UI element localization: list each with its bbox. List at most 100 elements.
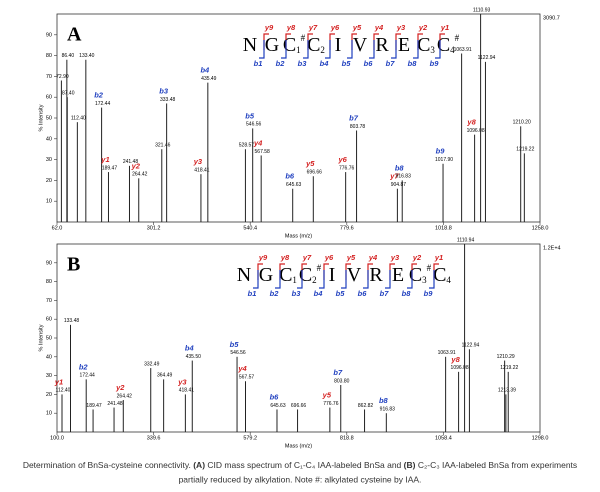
y-tick-label: 50 — [46, 115, 52, 121]
peak-label: 1122.94 — [462, 343, 480, 349]
residue-letter: G — [265, 34, 279, 56]
peak-label: 72.90 — [56, 74, 69, 80]
residue-sub: 1 — [296, 45, 301, 55]
x-tick-label: 1258.0 — [532, 225, 549, 231]
ion-label: b7 — [333, 368, 343, 377]
peak-label: 696.66 — [291, 403, 307, 409]
ion-label: y8 — [466, 118, 476, 127]
ion-label: b7 — [349, 113, 359, 122]
b-bracket — [281, 40, 287, 59]
b-ion: b6 — [358, 289, 368, 298]
peak-label: 1096.08 — [467, 128, 485, 134]
residue-letter: R — [369, 264, 383, 286]
residue: E — [392, 264, 404, 286]
b-ion: b7 — [380, 289, 390, 298]
peak-label: 776.76 — [339, 165, 355, 171]
residue: I — [335, 34, 342, 56]
ion-label: b4 — [200, 66, 210, 75]
residue: C3 — [417, 34, 435, 56]
peak-label: 567.57 — [239, 375, 255, 381]
peak-label: 1096.08 — [451, 365, 469, 371]
peak-label: 86.40 — [62, 53, 75, 59]
ion-label: y3 — [193, 157, 203, 166]
peak-label: 435.50 — [186, 354, 202, 360]
y-tick-label: 70 — [46, 298, 52, 304]
peak-label: 172.44 — [95, 101, 111, 107]
peak-label: 364.49 — [157, 373, 173, 379]
y-ion: y4 — [368, 253, 378, 262]
peak-label: 1063.91 — [438, 350, 456, 356]
b-ion: b9 — [424, 289, 434, 298]
peak-label: 133.48 — [64, 318, 80, 324]
y-ion: y1 — [440, 23, 449, 32]
peak-label: 1219.22 — [516, 147, 534, 153]
ion-label: y2 — [131, 161, 141, 170]
y-ion: y3 — [396, 23, 406, 32]
b-bracket — [325, 40, 331, 59]
peak-label: 1213.39 — [498, 388, 516, 394]
residue: N — [243, 34, 257, 56]
y-tick-label: 70 — [46, 74, 52, 80]
residue-letter: G — [259, 264, 273, 286]
b-bracket — [275, 270, 281, 289]
peak-label: 803.78 — [350, 124, 366, 130]
b-ion: b5 — [342, 59, 352, 68]
caption-line: Determination of BnSa-cysteine connectiv… — [23, 460, 577, 470]
peak-label: 567.58 — [255, 149, 271, 155]
ion-label: b5 — [245, 111, 255, 120]
y-tick-label: 30 — [46, 157, 52, 163]
b-ion: b8 — [408, 59, 418, 68]
residue-letter: N — [243, 34, 257, 56]
peak-label: 333.48 — [160, 97, 176, 103]
x-tick-label: 100.0 — [50, 435, 64, 441]
peak-label: 264.42 — [132, 172, 148, 178]
peak-label: 528.57 — [239, 143, 255, 149]
y-ion: y2 — [412, 253, 422, 262]
y-axis-label: % Intensity — [38, 104, 44, 131]
ion-label: b2 — [94, 91, 104, 100]
y-tick-label: 40 — [46, 136, 52, 142]
ion-label: y5 — [305, 159, 315, 168]
residue-letter: C — [307, 34, 320, 56]
y-tick-label: 20 — [46, 392, 52, 398]
residue-sub: 4 — [446, 275, 451, 285]
residue: C4 — [433, 264, 451, 286]
ion-label: y8 — [450, 355, 460, 364]
peak-label: 1210.29 — [497, 354, 515, 360]
y-tick-label: 20 — [46, 178, 52, 184]
residue-letter: C — [417, 34, 430, 56]
y-ion: y8 — [286, 23, 296, 32]
panel-letter: B — [67, 254, 80, 276]
x-tick-label: 339.6 — [147, 435, 161, 441]
y-tick-label: 90 — [46, 32, 52, 38]
caption-text: CID mass spectrum of C₁-C₄ IAA-labeled B… — [205, 460, 404, 470]
ion-label: y2 — [115, 383, 125, 392]
y-tick-label: 40 — [46, 354, 52, 360]
b-bracket — [435, 40, 441, 59]
b-ion: b1 — [254, 59, 263, 68]
y-ion: y7 — [302, 253, 312, 262]
peak-label: 546.56 — [246, 122, 262, 128]
peak-label: 645.63 — [270, 403, 286, 409]
x-axis-label: Mass (m/z) — [285, 443, 312, 449]
residue-sub: 4 — [450, 45, 455, 55]
y-ion: y2 — [418, 23, 428, 32]
residue: V — [353, 34, 368, 56]
y-ion: y3 — [390, 253, 400, 262]
peak-label: 904.87 — [391, 182, 407, 188]
residue: R — [375, 34, 389, 56]
residue: I — [329, 264, 336, 286]
y-tick-label: 30 — [46, 373, 52, 379]
residue-letter: V — [353, 34, 368, 56]
b-bracket — [369, 40, 375, 59]
ion-label: y4 — [237, 364, 247, 373]
residue-mod: # — [455, 33, 460, 43]
ion-label: y7 — [389, 172, 399, 181]
ion-label: b5 — [230, 340, 240, 349]
residue-letter: C — [279, 264, 292, 286]
ion-label: b3 — [159, 86, 169, 95]
peak-label: 133.40 — [79, 53, 95, 59]
b-ion: b9 — [430, 59, 440, 68]
b-ion: b2 — [276, 59, 286, 68]
residue-sub: 3 — [430, 45, 435, 55]
